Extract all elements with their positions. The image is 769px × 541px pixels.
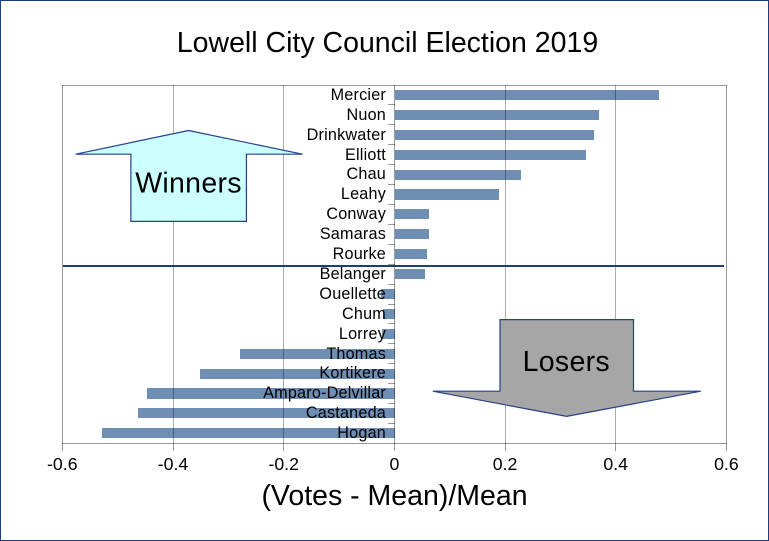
svg-text:Winners: Winners bbox=[135, 168, 242, 200]
svg-text:Losers: Losers bbox=[523, 346, 610, 378]
